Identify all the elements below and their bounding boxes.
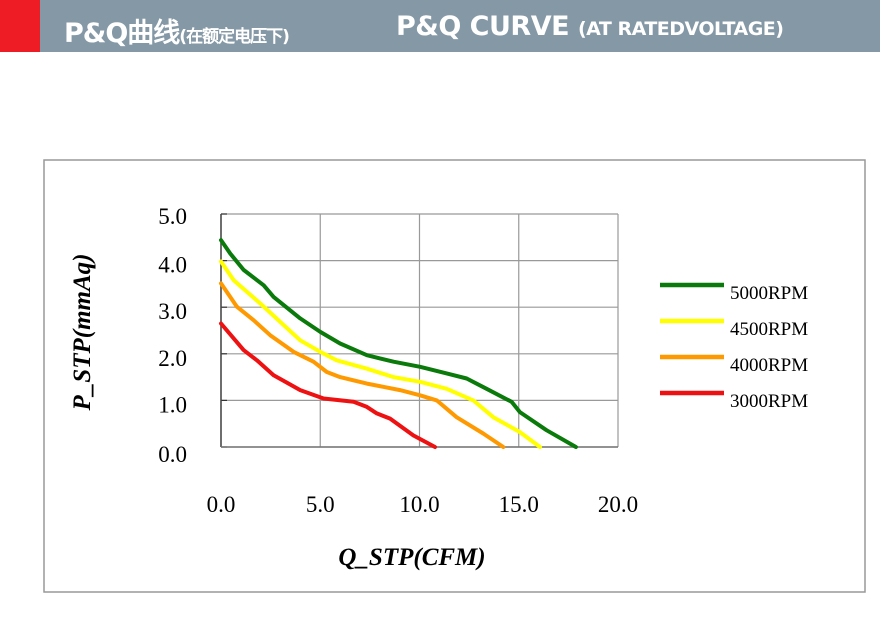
legend-label: 5000RPM xyxy=(730,283,808,304)
legend-label: 3000RPM xyxy=(730,391,808,412)
y-tick-label: 2.0 xyxy=(158,346,187,371)
title-en-main: P&Q CURVE xyxy=(396,11,570,42)
series-lines xyxy=(219,238,578,449)
series-line-3000RPM xyxy=(219,321,437,449)
title-en-sub: (AT RATEDVOLTAGE) xyxy=(577,18,784,40)
x-axis-label: Q_STP(CFM) xyxy=(338,544,485,571)
x-tick-label: 20.0 xyxy=(598,492,638,517)
series-line-5000RPM xyxy=(219,238,578,449)
x-tick-label: 5.0 xyxy=(306,492,335,517)
x-tick-label: 10.0 xyxy=(399,492,439,517)
header-accent-block xyxy=(0,0,40,52)
chart-frame xyxy=(43,159,866,593)
legend-label: 4500RPM xyxy=(730,319,808,340)
y-tick-label: 4.0 xyxy=(158,253,187,278)
title-cn-main: P&Q曲线 xyxy=(64,18,180,49)
legend: 5000RPM 4500RPM 4000RPM 3000RPM xyxy=(660,282,808,412)
header-bar: P&Q曲线(在额定电压下) P&Q CURVE (AT RATEDVOLTAGE… xyxy=(40,0,880,52)
legend-label: 4000RPM xyxy=(730,355,808,376)
grid xyxy=(220,213,619,448)
y-tick-label: 5.0 xyxy=(158,204,187,229)
y-tick-label: 0.0 xyxy=(158,442,187,467)
y-tick-label: 1.0 xyxy=(158,392,187,417)
y-tick-label: 3.0 xyxy=(158,299,187,324)
x-tick-label: 15.0 xyxy=(499,492,539,517)
y-axis-label: P_STP(mmAq) xyxy=(69,254,96,412)
title-en: P&Q CURVE (AT RATEDVOLTAGE) xyxy=(396,11,784,42)
tick-labels: 0.0 5.0 10.0 15.0 20.0 0.0 1.0 2.0 3.0 4.0 5.0 xyxy=(158,204,638,517)
title-cn: P&Q曲线(在额定电压下) xyxy=(64,11,290,50)
series-line-4000RPM xyxy=(219,281,506,449)
series-line-4500RPM xyxy=(219,259,542,449)
x-tick-label: 0.0 xyxy=(207,492,236,517)
title-cn-sub: (在额定电压下) xyxy=(179,27,290,47)
